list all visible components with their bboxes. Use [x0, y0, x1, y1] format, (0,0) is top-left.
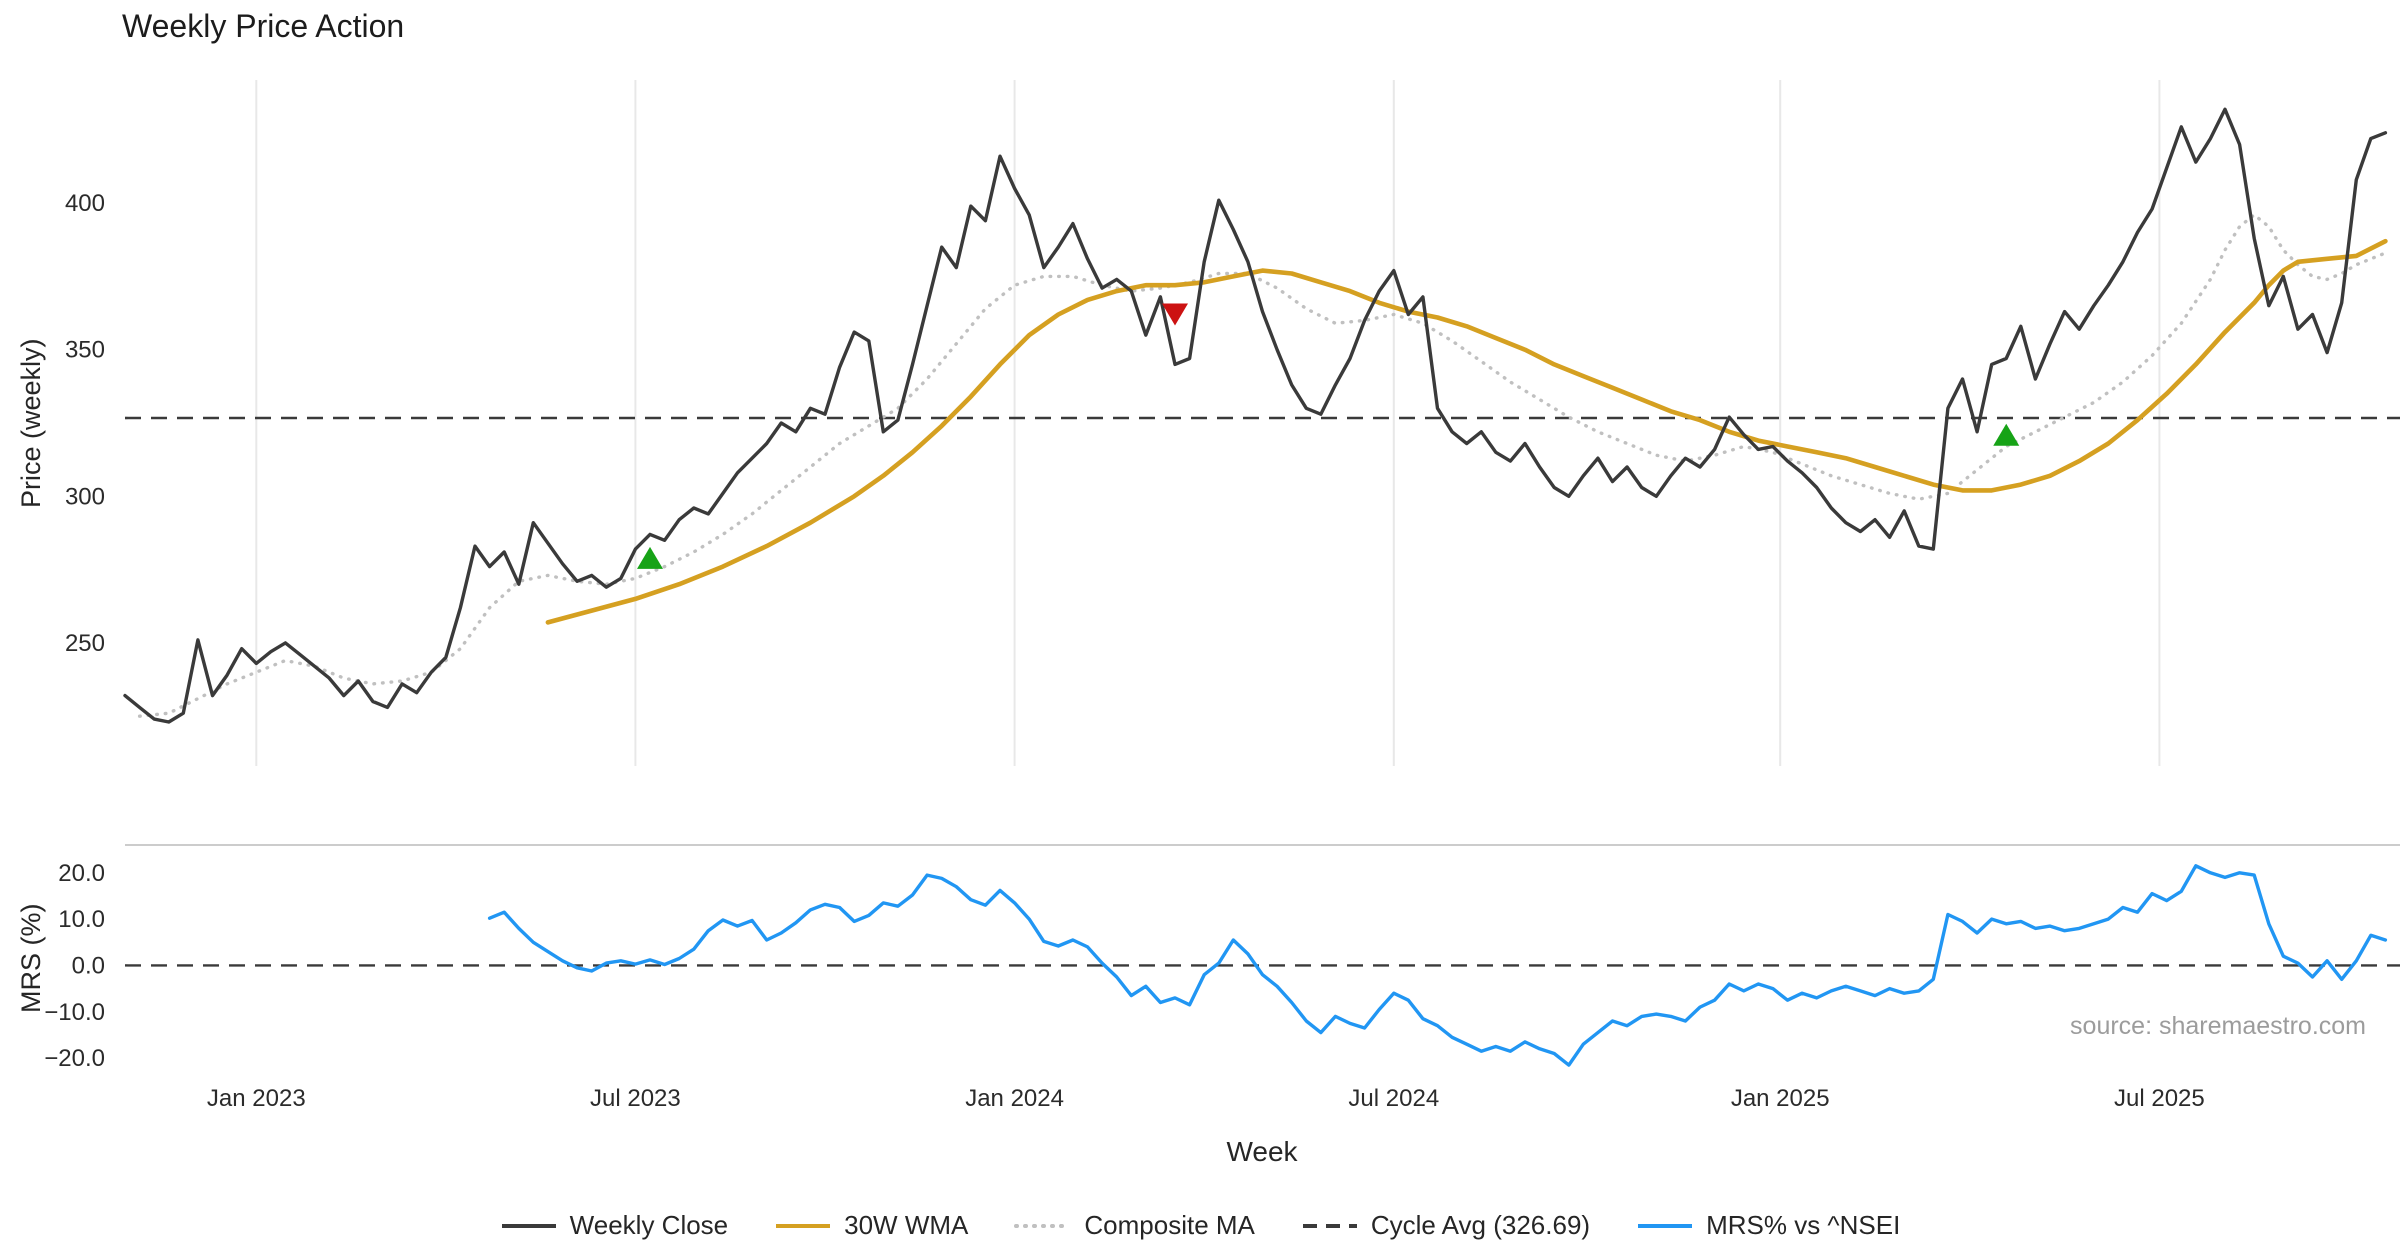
x-tick-label: Jul 2024 [1348, 1085, 1439, 1112]
mrs-y-tick-label: 20.0 [58, 860, 105, 887]
legend: Weekly Close 30W WMA Composite MA Cycle Avg… [0, 1210, 2400, 1241]
wma-line [545, 238, 2388, 625]
legend-label: Weekly Close [569, 1210, 729, 1240]
mrs-y-tick-label: 0.0 [72, 952, 105, 979]
legend-item-cycle-avg-326-69-: Cycle Avg (326.69) [1301, 1210, 1590, 1241]
price-y-tick-label: 300 [65, 483, 105, 510]
price-y-tick-label: 400 [65, 190, 105, 217]
price-y-tick-label: 350 [65, 337, 105, 364]
legend-swatch-solid [1638, 1223, 1693, 1228]
x-axis-label: Week [1226, 1136, 1298, 1167]
legend-label: 30W WMA [844, 1210, 969, 1240]
mrs-y-tick-label: −10.0 [44, 999, 105, 1026]
vertical-gridlines [255, 80, 2161, 766]
x-tick-label: Jan 2023 [207, 1085, 306, 1112]
x-tick-label: Jul 2023 [590, 1085, 681, 1112]
legend-item-composite-ma: Composite MA [1014, 1210, 1255, 1241]
legend-label: MRS% vs ^NSEI [1706, 1210, 1901, 1240]
legend-item-mrs-vs-nsei: MRS% vs ^NSEI [1636, 1210, 1900, 1241]
legend-item-30w-wma: 30W WMA [774, 1210, 968, 1241]
x-tick-label: Jan 2024 [965, 1085, 1064, 1112]
mrs-y-tick-label: −20.0 [44, 1045, 105, 1072]
mrs-y-tick-label: 10.0 [58, 906, 105, 933]
x-tick-label: Jul 2025 [2114, 1085, 2205, 1112]
chart-title: Weekly Price Action [122, 8, 405, 44]
legend-label: Cycle Avg (326.69) [1370, 1210, 1591, 1240]
buy-signal-marker [1993, 423, 2020, 446]
mrs-line [487, 864, 2388, 1067]
price-y-tick-label: 250 [65, 630, 105, 657]
legend-swatch-dotted [1014, 1223, 1073, 1228]
legend-swatch-solid [776, 1223, 831, 1228]
legend-item-weekly-close: Weekly Close [500, 1210, 728, 1241]
legend-label: Composite MA [1084, 1210, 1255, 1240]
weekly-close-line [123, 107, 2388, 724]
sell-signal-marker [1162, 303, 1188, 326]
legend-swatch-solid [501, 1223, 556, 1228]
buy-signal-marker [637, 546, 663, 569]
composite-ma-line [137, 213, 2388, 718]
legend-swatch-dashed [1302, 1223, 1357, 1228]
source-watermark: source: sharemaestro.com [2070, 1012, 2366, 1040]
x-tick-label: Jan 2025 [1731, 1085, 1830, 1112]
